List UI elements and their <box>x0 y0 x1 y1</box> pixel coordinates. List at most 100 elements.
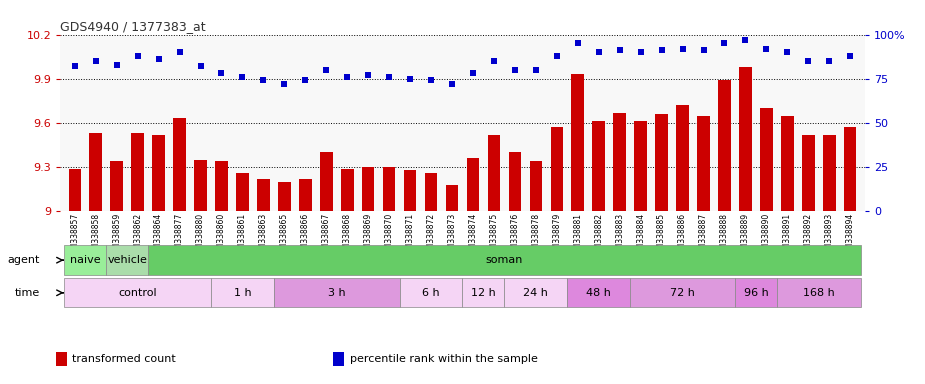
Bar <box>592 121 605 211</box>
Bar <box>844 127 857 211</box>
Text: 3 h: 3 h <box>328 288 346 298</box>
Bar <box>194 160 207 211</box>
Bar <box>383 167 395 211</box>
Point <box>717 40 732 46</box>
Bar <box>90 133 102 211</box>
Text: 96 h: 96 h <box>744 288 769 298</box>
FancyBboxPatch shape <box>65 245 106 275</box>
Text: 24 h: 24 h <box>524 288 549 298</box>
Point <box>68 63 82 70</box>
Bar <box>216 161 228 211</box>
Bar <box>131 133 144 211</box>
Bar <box>362 167 375 211</box>
FancyBboxPatch shape <box>400 278 462 308</box>
Bar <box>341 169 353 211</box>
Point <box>361 72 376 78</box>
Point <box>193 63 208 70</box>
Point <box>172 49 187 55</box>
Bar <box>425 173 438 211</box>
Bar <box>781 116 794 211</box>
FancyBboxPatch shape <box>462 278 504 308</box>
Point <box>445 81 460 87</box>
FancyBboxPatch shape <box>735 278 777 308</box>
Bar <box>509 152 521 211</box>
Point <box>89 58 104 64</box>
Bar <box>299 179 312 211</box>
Bar <box>467 158 479 211</box>
Point <box>654 47 669 53</box>
Bar <box>236 173 249 211</box>
Bar <box>333 352 344 366</box>
Bar <box>676 105 689 211</box>
Point <box>821 58 836 64</box>
Point <box>424 78 438 84</box>
Point <box>528 67 543 73</box>
FancyBboxPatch shape <box>567 278 630 308</box>
Point <box>151 56 166 62</box>
Point <box>697 47 711 53</box>
Bar <box>529 161 542 211</box>
Point <box>256 78 271 84</box>
FancyBboxPatch shape <box>504 278 567 308</box>
FancyBboxPatch shape <box>65 278 211 308</box>
Point <box>780 49 795 55</box>
Text: transformed count: transformed count <box>72 354 176 364</box>
Text: percentile rank within the sample: percentile rank within the sample <box>350 354 537 364</box>
Bar <box>56 352 67 366</box>
Text: GDS4940 / 1377383_at: GDS4940 / 1377383_at <box>60 20 205 33</box>
Text: agent: agent <box>7 255 40 265</box>
Text: time: time <box>15 288 40 298</box>
Point <box>130 53 145 59</box>
Bar <box>718 80 731 211</box>
Bar <box>739 67 752 211</box>
Bar <box>173 118 186 211</box>
Point <box>487 58 501 64</box>
Text: control: control <box>118 288 157 298</box>
Text: 48 h: 48 h <box>586 288 611 298</box>
Bar <box>257 179 270 211</box>
Bar <box>635 121 647 211</box>
Bar <box>446 185 458 211</box>
Bar <box>655 114 668 211</box>
Bar <box>320 152 333 211</box>
FancyBboxPatch shape <box>211 278 274 308</box>
Bar <box>404 170 416 211</box>
Bar <box>278 182 290 211</box>
Point <box>109 61 124 68</box>
Point <box>465 70 480 76</box>
Text: 168 h: 168 h <box>803 288 834 298</box>
FancyBboxPatch shape <box>274 278 400 308</box>
Point <box>277 81 291 87</box>
Point <box>298 78 313 84</box>
Point <box>634 49 648 55</box>
FancyBboxPatch shape <box>148 245 860 275</box>
Point <box>571 40 586 46</box>
Bar <box>110 161 123 211</box>
Point <box>612 47 627 53</box>
Point <box>319 67 334 73</box>
Point <box>675 46 690 52</box>
Text: soman: soman <box>486 255 524 265</box>
Text: 12 h: 12 h <box>471 288 496 298</box>
Point <box>339 74 354 80</box>
Point <box>508 67 523 73</box>
Text: naive: naive <box>70 255 101 265</box>
FancyBboxPatch shape <box>106 245 148 275</box>
Text: 6 h: 6 h <box>422 288 440 298</box>
Bar <box>613 113 626 211</box>
Bar <box>697 116 709 211</box>
Point <box>235 74 250 80</box>
FancyBboxPatch shape <box>777 278 860 308</box>
FancyBboxPatch shape <box>630 278 735 308</box>
Bar <box>153 135 165 211</box>
Text: 1 h: 1 h <box>234 288 252 298</box>
Text: vehicle: vehicle <box>107 255 147 265</box>
Point <box>591 49 606 55</box>
Bar <box>760 108 772 211</box>
Point <box>549 53 564 59</box>
Point <box>214 70 228 76</box>
Point <box>801 58 816 64</box>
Point <box>402 76 417 82</box>
Text: 72 h: 72 h <box>670 288 695 298</box>
Point <box>759 46 774 52</box>
